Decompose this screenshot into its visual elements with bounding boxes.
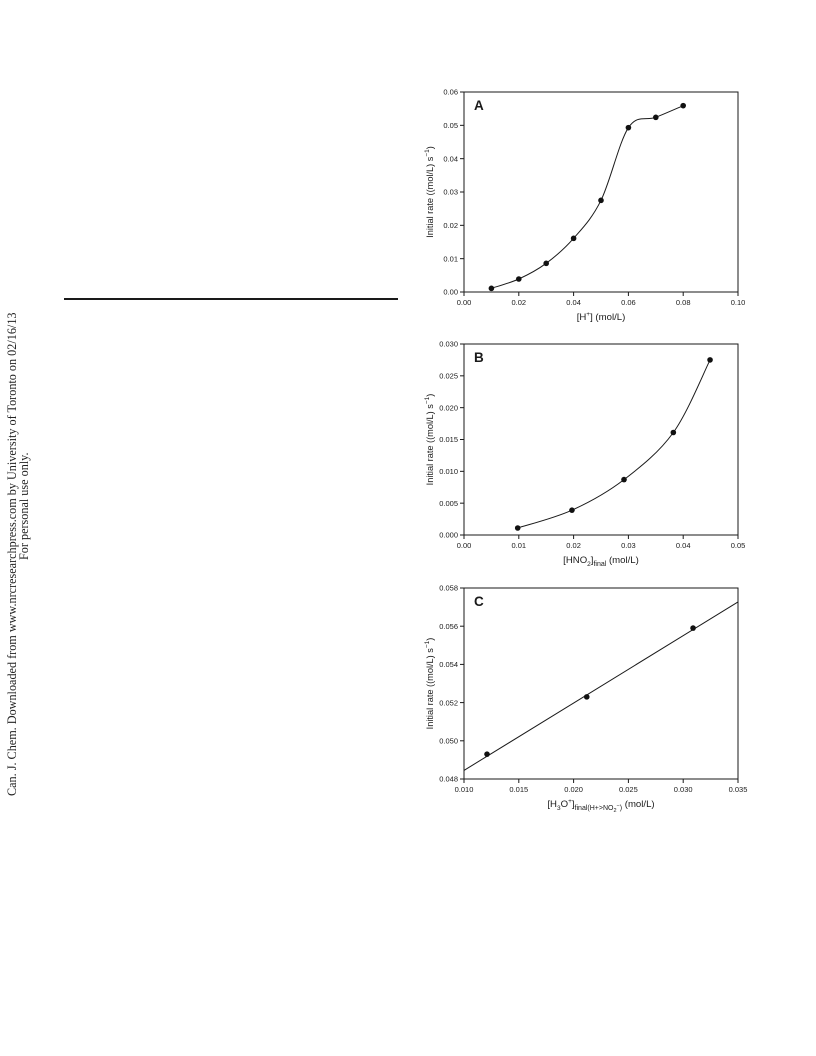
x-tick-label: 0.025 — [619, 785, 638, 794]
y-tick-label: 0.005 — [439, 499, 458, 508]
chart-panel-c: 0.010 0.015 0.020 0.025 0.030 0.035 0.048 0.050… — [424, 584, 747, 814]
chart-panel-a: 0.00 0.02 0.04 0.06 0.08 0.10 0.00 0.01 0.02 0.03… — [424, 88, 745, 323]
y-tick-label: 0.06 — [443, 88, 458, 97]
y-tick-label: 0.015 — [439, 435, 458, 444]
data-point — [484, 751, 490, 757]
x-tick-label: 0.08 — [676, 298, 691, 307]
data-point — [670, 429, 677, 436]
y-tick-label: 0.02 — [443, 221, 458, 230]
y-tick-label: 0.000 — [439, 531, 458, 540]
x-tick-label: 0.02 — [566, 541, 581, 550]
y-tick-label: 0.050 — [439, 737, 458, 746]
panel-label: B — [474, 350, 484, 365]
data-point — [570, 235, 577, 242]
y-tick-label: 0.056 — [439, 622, 458, 631]
plot-frame — [463, 91, 739, 293]
x-tick-label: 0.00 — [457, 298, 472, 307]
y-tick-label: 0.048 — [439, 775, 458, 784]
y-tick-label: 0.05 — [443, 121, 458, 130]
x-axis-label: [H+] (mol/L) — [577, 311, 626, 323]
y-tick-label: 0.020 — [439, 403, 458, 412]
y-tick-label: 0.04 — [443, 154, 458, 163]
x-tick-label: 0.00 — [457, 541, 472, 550]
plot-frame — [463, 343, 739, 536]
x-tick-label: 0.06 — [621, 298, 636, 307]
y-axis-label: Initial rate ((mol/L) s−1) — [424, 146, 435, 238]
series-line — [491, 105, 684, 289]
data-point — [625, 124, 632, 131]
x-tick-label: 0.05 — [731, 541, 746, 550]
y-tick-label: 0.00 — [443, 288, 458, 297]
data-point — [707, 357, 713, 363]
x-tick-label: 0.02 — [511, 298, 526, 307]
y-tick-label: 0.052 — [439, 698, 458, 707]
panel-label: C — [474, 594, 484, 609]
data-point — [543, 260, 549, 267]
y-tick-label: 0.030 — [439, 340, 458, 349]
x-tick-label: 0.01 — [511, 541, 526, 550]
x-tick-label: 0.030 — [674, 785, 693, 794]
x-tick-label: 0.035 — [729, 785, 748, 794]
x-tick-label: 0.015 — [509, 785, 528, 794]
y-tick-label: 0.058 — [439, 584, 458, 593]
x-tick-label: 0.10 — [731, 298, 746, 307]
data-point — [598, 197, 604, 204]
data-point — [680, 102, 686, 109]
y-axis-label: Initial rate ((mol/L) s−1) — [424, 638, 435, 730]
fit-line — [463, 601, 739, 771]
y-tick-label: 0.03 — [443, 188, 458, 197]
x-axis-label: [HNO2]final (mol/L) — [563, 555, 639, 568]
plot-frame — [463, 587, 739, 780]
x-tick-label: 0.010 — [455, 785, 474, 794]
x-tick-label: 0.020 — [564, 785, 583, 794]
data-point — [690, 625, 696, 631]
data-point — [583, 694, 590, 700]
data-point — [653, 114, 659, 121]
data-point — [516, 276, 522, 282]
watermark-line2: For personal use only. — [17, 452, 31, 560]
y-axis-label: Initial rate ((mol/L) s−1) — [424, 394, 435, 486]
data-point — [621, 476, 627, 483]
panel-label: A — [474, 98, 484, 113]
data-point — [514, 525, 521, 531]
data-point — [569, 507, 575, 513]
data-point — [488, 285, 495, 292]
series-line — [517, 359, 711, 529]
y-tick-label: 0.01 — [443, 254, 458, 263]
x-axis-label: [H3O+]final(H+>NO2−) (mol/L) — [547, 798, 654, 814]
copyright-watermark: Can. J. Chem. Downloaded from www.nrcres… — [5, 312, 31, 796]
chart-panel-b: 0.00 0.01 0.02 0.03 0.04 0.05 0.000 0.005 0.010 0… — [424, 340, 745, 568]
watermark-line1: Can. J. Chem. Downloaded from www.nrcres… — [5, 312, 19, 796]
horizontal-rule — [64, 298, 398, 300]
x-tick-label: 0.03 — [621, 541, 636, 550]
y-tick-label: 0.054 — [439, 660, 458, 669]
y-tick-label: 0.010 — [439, 467, 458, 476]
y-tick-label: 0.025 — [439, 372, 458, 381]
x-tick-label: 0.04 — [676, 541, 691, 550]
x-tick-label: 0.04 — [566, 298, 581, 307]
